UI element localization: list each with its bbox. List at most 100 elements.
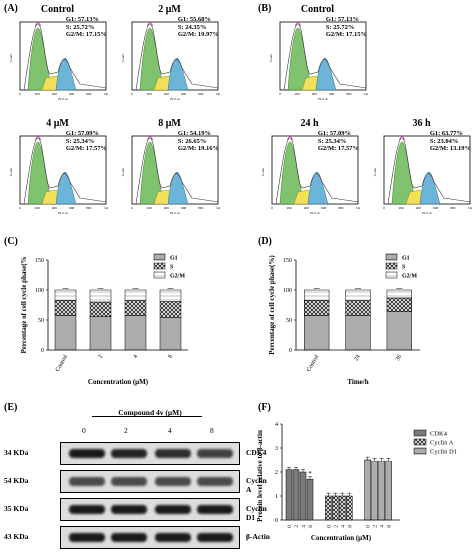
legend-label: G1: [402, 256, 410, 262]
x-tick-label: 0: [366, 525, 372, 528]
histogram-stat-g1: G1: 63.77%: [429, 130, 464, 137]
blot-strip: [60, 498, 240, 521]
histogram-title: Control: [300, 4, 335, 15]
panel-label-b: (B): [258, 3, 272, 14]
g1-peak: [287, 27, 313, 91]
y-tick-label: 50: [38, 318, 44, 324]
x-tick-label: 24: [354, 354, 362, 362]
histogram-ylabel: Count: [373, 168, 377, 177]
histogram-ylabel: Count: [121, 54, 125, 63]
bar-segment: [386, 297, 412, 312]
histogram-xlabel: FL2-A: [58, 97, 68, 101]
histogram-panel: Count 0 200 400 600 800 1K FL2-A 24 h G1: 57.09% S…: [258, 118, 361, 215]
y-tick-label: 100: [283, 288, 292, 294]
bar: [285, 469, 293, 521]
bar: [364, 459, 371, 521]
histogram-xtick: 0: [19, 92, 21, 96]
blot-kda-label: 54 KDa: [4, 476, 29, 485]
bar: [378, 460, 385, 521]
x-tick-label: 8: [347, 525, 353, 528]
chart-d: 0 50 100 150 Control 24 36 Percentage of cell c…: [268, 253, 420, 386]
x-tick-label: 2: [373, 525, 379, 528]
histogram-ylabel: Count: [9, 54, 13, 63]
bar-segment: [304, 289, 330, 301]
bar-segment: [159, 301, 182, 318]
histogram-plot: Count 0 200 400 600 800 1K FL2-A: [9, 21, 109, 101]
histogram-xtick: 800: [338, 206, 344, 210]
blot-band: [155, 449, 191, 458]
chart-c: 0 50 100 150 Control 2 4 8 Percentage of cell cy…: [20, 253, 188, 386]
histogram-stats: G1: 57.13% S: 25.72% G2/M: 17.15%: [66, 16, 107, 39]
histogram-xtick: 1K: [468, 206, 473, 210]
western-blot: Compound 4v (μM) 0 2 4 8 34 KDa CDK4 54 KDa Cy…: [0, 404, 270, 556]
bar-segment: [54, 289, 77, 301]
histogram-trace: [135, 137, 219, 205]
x-tick-label: 4: [380, 525, 386, 528]
histogram-xtick: 400: [312, 92, 318, 96]
histogram-stat-g1: G1: 57.09%: [65, 130, 100, 137]
g2m-peak: [55, 171, 77, 205]
g1-peak: [27, 141, 53, 205]
g2m-peak: [167, 57, 189, 91]
blot-band: [111, 449, 147, 458]
x-tick-label: 2: [294, 525, 300, 528]
histogram-xtick: 800: [346, 92, 352, 96]
histogram-xtick: 200: [287, 206, 293, 210]
blot-band: [197, 533, 233, 542]
histogram-title: 4 μM: [46, 118, 69, 129]
g1-peak: [139, 27, 165, 91]
histogram-trace: [275, 137, 359, 205]
histogram-plot: Count 0 200 400 600 800 1K FL2-A: [261, 135, 361, 215]
histogram-xtick: 600: [181, 206, 187, 210]
histogram-panel: Count 0 200 400 600 800 1K FL2-A 8 μM G1: 54.19% S…: [118, 118, 221, 215]
bar-segment: [304, 300, 330, 316]
bar-segment: [304, 315, 330, 351]
blot-band: [155, 505, 191, 514]
panel-label-d: (D): [258, 236, 272, 247]
bar-segment: [345, 300, 371, 316]
y-tick-label: 3: [275, 446, 278, 452]
blot-band: [69, 533, 105, 542]
y-tick-label: 0: [289, 348, 292, 354]
bar-segment: [386, 289, 412, 299]
g1-peak: [139, 141, 165, 205]
legend-label: CDK4: [430, 431, 448, 438]
g1-peak: [279, 141, 305, 205]
bar: [332, 495, 339, 521]
legend-swatch: [385, 253, 398, 261]
histogram-panel: Count 0 200 400 600 800 1K FL2-A Control G1: 57.1…: [266, 4, 369, 101]
lane-label: 4: [168, 426, 172, 435]
g1-peak: [27, 27, 53, 91]
blot-kda-label: 43 KDa: [4, 532, 29, 541]
histogram-xtick: 1K: [216, 206, 221, 210]
y-axis-title: Protein level relative to β-actin: [256, 430, 264, 522]
histogram-xtick: 400: [52, 92, 58, 96]
x-tick-label: 4: [133, 354, 140, 360]
histogram-xtick: 200: [295, 92, 301, 96]
histogram-xtick: 600: [181, 92, 187, 96]
histogram-panel: Count 0 200 400 600 800 1K FL2-A 36 h G1: 63.77% S…: [370, 118, 473, 215]
y-tick-label: 4: [275, 422, 278, 428]
histogram-stat-g2m: G2/M: 17.15%: [325, 31, 367, 38]
panel-label-a: (A): [4, 3, 18, 14]
histogram-stat-g2m: G2/M: 19.97%: [177, 31, 219, 38]
bar: [346, 495, 353, 521]
histogram-trace: [23, 23, 107, 91]
histogram-title: 8 μM: [158, 118, 181, 129]
fit-curve: [398, 135, 406, 141]
histogram-stat-s: S: 26.65%: [177, 137, 207, 145]
bar-segment: [159, 317, 182, 351]
blot-kda-label: 34 KDa: [4, 448, 29, 457]
histogram-stats: G1: 54.19% S: 26.65% G2/M: 19.16%: [178, 130, 219, 153]
lane-label: 0: [82, 426, 86, 435]
legend-swatch: [385, 262, 398, 270]
significance-mark: *: [308, 470, 312, 478]
y-axis-title: Percentage of cell cycle phase(%: [20, 256, 28, 353]
blot-band: [197, 449, 233, 458]
legend-swatch: [413, 429, 427, 437]
blot-band: [69, 505, 105, 514]
bar: [385, 460, 392, 521]
bar: [292, 469, 300, 521]
histogram-xtick: 0: [131, 92, 133, 96]
panel-label-e: (E): [4, 402, 18, 413]
